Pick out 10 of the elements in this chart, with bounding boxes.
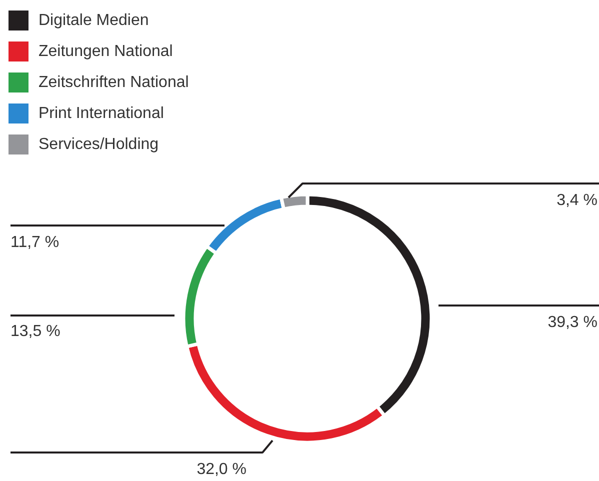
- data-label: 32,0 %: [196, 461, 246, 478]
- data-label: 3,4 %: [556, 192, 598, 209]
- legend-label: Services/Holding: [38, 136, 159, 153]
- legend-label: Zeitungen National: [38, 43, 173, 60]
- data-label: 11,7 %: [10, 234, 60, 251]
- legend-label: Print International: [38, 105, 164, 122]
- data-label: 39,3 %: [548, 314, 598, 331]
- data-label: 13,5 %: [10, 323, 60, 340]
- legend-label: Digitale Medien: [38, 12, 149, 29]
- legend-label: Zeitschriften National: [38, 74, 189, 91]
